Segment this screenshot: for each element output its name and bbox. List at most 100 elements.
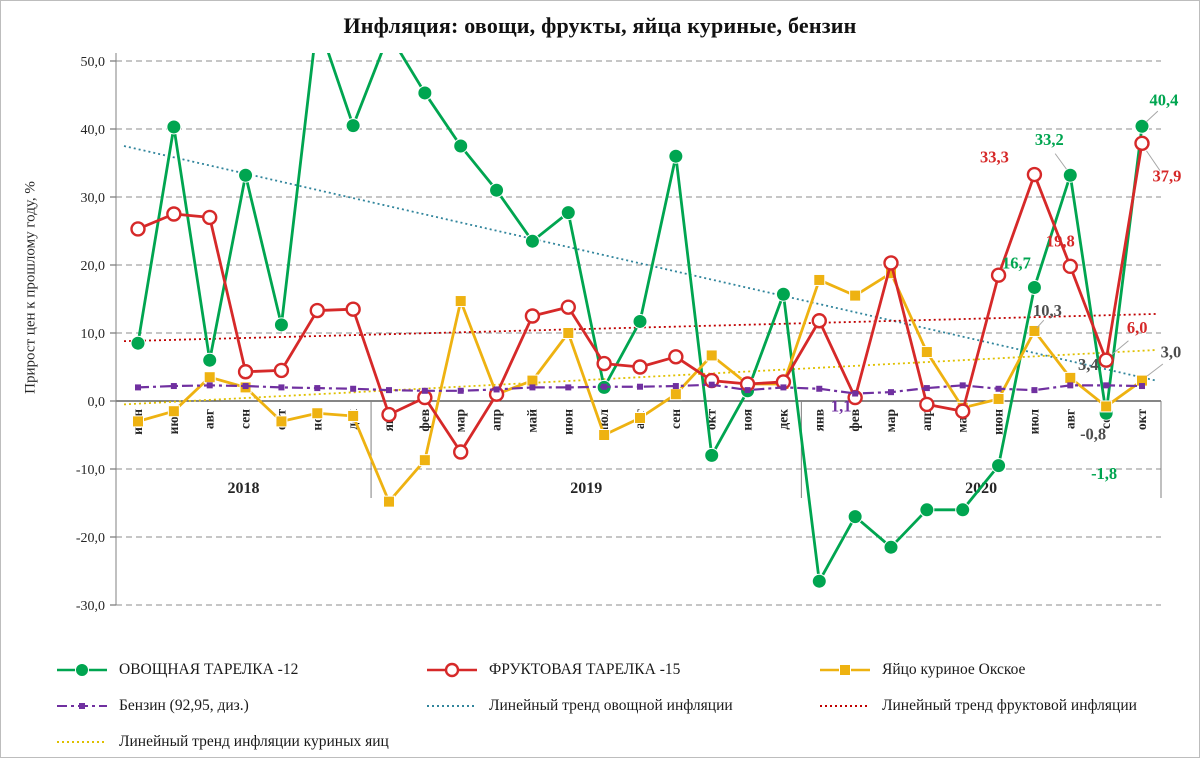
marker (310, 13, 324, 27)
marker (813, 273, 826, 286)
marker (130, 335, 146, 351)
marker (811, 313, 827, 329)
marker (1098, 352, 1114, 368)
vegetable-series-line-icon (56, 661, 108, 679)
marker (1026, 166, 1043, 183)
marker (453, 444, 469, 460)
fruit-trend-line-icon (819, 697, 871, 715)
x-tick-label: дек (775, 409, 790, 430)
x-tick-label: июн (560, 409, 575, 435)
marker (130, 221, 146, 237)
y-tick-label: -20,0 (76, 531, 105, 546)
x-tick-label: сен (238, 409, 253, 429)
marker (132, 415, 144, 428)
label-leader (1146, 150, 1161, 171)
egg-series-line-icon (819, 661, 871, 679)
y-tick-label: 0,0 (88, 395, 106, 410)
marker (560, 299, 576, 315)
marker (847, 509, 863, 525)
series-line-1 (137, 143, 1144, 454)
marker (1064, 371, 1077, 384)
vegetable-trend-line-icon (426, 697, 478, 715)
marker (852, 390, 859, 397)
x-tick-label: июл (596, 409, 611, 435)
marker (529, 384, 536, 391)
series-0 (130, 13, 1150, 589)
marker (345, 301, 361, 317)
marker (705, 349, 718, 362)
marker (704, 447, 720, 463)
marker (238, 167, 254, 183)
data-label: 6,0 (1127, 318, 1148, 337)
marker (1031, 387, 1038, 394)
marker (237, 364, 254, 380)
marker (385, 387, 392, 394)
legend-label: ОВОЩНАЯ ТАРЕЛКА -12 (119, 660, 299, 678)
marker (1134, 118, 1150, 134)
data-label: 3,4 (1078, 355, 1099, 374)
chart-legend: ОВОЩНАЯ ТАРЕЛКА -12 ФРУКТОВАЯ ТАРЕЛКА -1… (56, 653, 1186, 757)
marker (955, 502, 971, 518)
egg-trend-line-icon (56, 733, 108, 751)
marker (166, 206, 182, 222)
legend-item-gasoline: Бензин (92,95, диз.) (56, 689, 426, 722)
data-label: 37,9 (1153, 166, 1182, 185)
marker (883, 539, 899, 555)
x-tick-label: июл (1026, 409, 1041, 435)
marker (1062, 258, 1078, 275)
x-tick-label: апр (489, 409, 504, 431)
marker (382, 495, 395, 508)
data-label: 16,7 (1002, 253, 1031, 272)
marker (421, 387, 428, 394)
data-label: -0,8 (1080, 424, 1106, 443)
marker (170, 383, 177, 390)
marker (311, 407, 324, 420)
marker (202, 209, 218, 226)
label-leader (1146, 363, 1164, 377)
marker (887, 389, 894, 396)
trend-line-2 (123, 349, 1157, 406)
marker (417, 85, 433, 101)
marker (560, 205, 576, 221)
marker (1100, 400, 1113, 413)
y-tick-label: 30,0 (81, 191, 106, 206)
marker (995, 385, 1002, 392)
data-label: 3,0 (1161, 343, 1182, 362)
marker (454, 295, 467, 308)
marker (203, 371, 216, 384)
marker (633, 412, 646, 424)
marker (816, 385, 823, 392)
legend-item-fruits: ФРУКТОВАЯ ТАРЕЛКА -15 (426, 653, 819, 686)
x-tick-label: фев (847, 409, 862, 432)
marker (493, 386, 500, 393)
marker (849, 289, 862, 302)
series-1 (130, 135, 1150, 460)
marker (1103, 382, 1110, 389)
marker (524, 233, 540, 249)
marker (919, 396, 935, 413)
marker (632, 313, 648, 329)
marker (1026, 279, 1042, 295)
marker (775, 286, 791, 302)
y-tick-label: -10,0 (76, 463, 105, 478)
x-tick-label: окт (1134, 409, 1149, 431)
marker (565, 384, 572, 391)
legend-label: Линейный тренд овощной инфляции (489, 696, 733, 714)
marker (453, 138, 469, 154)
legend-label: Линейный тренд фруктовой инфляции (882, 696, 1137, 714)
series-line-3 (137, 383, 1143, 395)
y-tick-label: 10,0 (81, 327, 106, 342)
x-tick-label: янв (811, 409, 826, 431)
marker (418, 454, 431, 467)
marker (135, 384, 141, 391)
legend-item-fruit-trend: Линейный тренд фруктовой инфляции (819, 689, 1186, 722)
marker (959, 382, 966, 389)
data-label: 33,3 (980, 148, 1009, 167)
marker (562, 327, 575, 339)
data-label: 10,3 (1033, 301, 1062, 320)
marker (920, 346, 933, 359)
y-tick-label: 50,0 (81, 55, 106, 70)
marker (632, 359, 648, 375)
marker (811, 573, 827, 589)
